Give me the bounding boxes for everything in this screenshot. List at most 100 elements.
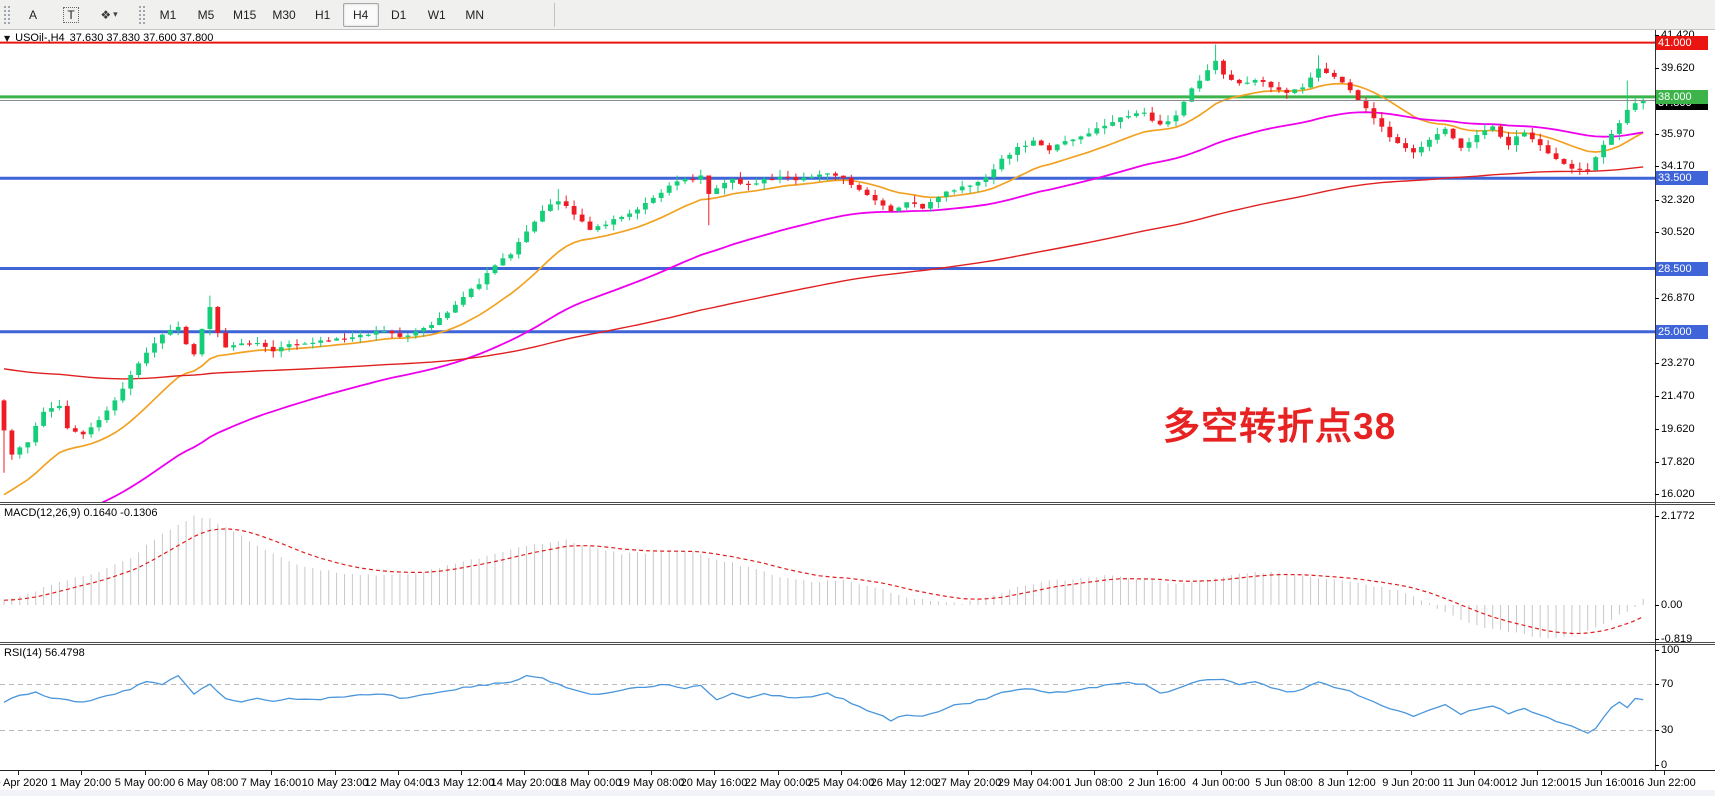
time-axis-label: 9 Jun 20:00 [1382, 777, 1440, 789]
axis-tick-mark [1655, 166, 1659, 167]
timeframe-button-M1[interactable]: M1 [159, 7, 177, 22]
time-tick-mark [1094, 771, 1095, 775]
time-tick-mark [1601, 771, 1602, 775]
time-axis-label: 7 May 16:00 [240, 777, 302, 789]
timeframe-button-H1[interactable]: H1 [315, 7, 331, 22]
time-axis-label: 12 Jun 12:00 [1505, 777, 1569, 789]
time-axis-label: 1 Jun 08:00 [1065, 777, 1123, 789]
price-level-label: 25.000 [1656, 325, 1708, 339]
axis-tick-mark [1655, 650, 1659, 651]
text-label-tool-button[interactable]: T [53, 3, 89, 27]
rsi-chart[interactable] [0, 645, 1655, 770]
time-axis-label: 10 May 23:00 [301, 777, 369, 789]
time-axis-label: 4 Jun 00:00 [1192, 777, 1250, 789]
toolbar-grip-icon[interactable] [138, 4, 145, 25]
rsi-pane[interactable]: RSI(14) 56.4798 [0, 645, 1715, 770]
time-tick-mark [1221, 771, 1222, 775]
time-tick-mark [461, 771, 462, 775]
timeframe-button-W1[interactable]: W1 [427, 7, 446, 22]
time-tick-mark [651, 771, 652, 775]
time-axis-label: 11 Jun 04:00 [1442, 777, 1506, 789]
price-tick-label: 26.870 [1661, 292, 1695, 304]
time-tick-mark [588, 771, 589, 775]
macd-indicator-label: MACD(12,26,9) 0.1640 -0.1306 [4, 507, 158, 519]
time-axis-label: 16 Jun 22:00 [1632, 777, 1696, 789]
price-tick-label: 30 [1661, 724, 1674, 736]
time-axis-label: 5 Jun 08:00 [1255, 777, 1313, 789]
axis-tick-mark [1655, 363, 1659, 364]
status-strip [0, 790, 1715, 796]
timeframe-button-H4[interactable]: H4 [342, 2, 379, 27]
price-axis-line [1655, 30, 1656, 770]
chart-text-annotation[interactable]: 多空转折点38 [1163, 406, 1397, 447]
candlestick-chart[interactable] [0, 30, 1655, 502]
symbol-period-label: USOil-,H4 [15, 32, 65, 44]
time-tick-mark [398, 771, 399, 775]
axis-tick-mark [1655, 232, 1659, 233]
time-axis-label: 6 May 08:00 [177, 777, 239, 789]
time-tick-mark [778, 771, 779, 775]
shapes-tool-button[interactable]: ❖ ▾ [91, 3, 127, 27]
time-axis-label: 12 May 04:00 [364, 777, 432, 789]
time-axis-label: 13 May 12:00 [427, 777, 495, 789]
price-tick-label: 23.270 [1661, 357, 1695, 369]
rsi-name: RSI(14) [4, 647, 42, 659]
price-tick-label: 16.020 [1661, 488, 1695, 500]
axis-tick-mark [1655, 200, 1659, 201]
price-tick-label: 34.170 [1661, 160, 1695, 172]
toolbar: A T ❖ ▾ M1 M5 M15 M30 H1 H4 D1 W1 MN [0, 0, 1715, 30]
time-axis-label: 29 May 04:00 [997, 777, 1065, 789]
axis-tick-mark [1655, 462, 1659, 463]
time-axis-label: 30 Apr 2020 [0, 777, 48, 789]
toolbar-grip-icon[interactable] [3, 4, 10, 25]
pane-separator[interactable] [0, 502, 1715, 505]
time-tick-mark [714, 771, 715, 775]
price-level-label: 38.000 [1656, 90, 1708, 104]
axis-tick-mark [1655, 35, 1659, 36]
axis-tick-mark [1655, 68, 1659, 69]
timeframe-button-M30[interactable]: M30 [272, 7, 296, 22]
price-tick-label: 39.620 [1661, 62, 1695, 74]
time-axis-label: 15 Jun 16:00 [1569, 777, 1633, 789]
time-tick-mark [271, 771, 272, 775]
axis-tick-mark [1655, 516, 1659, 517]
axis-tick-mark [1655, 605, 1659, 606]
axis-tick-mark [1655, 684, 1659, 685]
price-tick-label: 19.620 [1661, 423, 1695, 435]
time-tick-mark [335, 771, 336, 775]
time-tick-mark [18, 771, 19, 775]
macd-pane[interactable]: MACD(12,26,9) 0.1640 -0.1306 [0, 505, 1715, 642]
time-axis-label: 25 May 04:00 [807, 777, 875, 789]
price-level-label: 28.500 [1656, 262, 1708, 276]
time-tick-mark [1157, 771, 1158, 775]
shapes-icon: ❖ [100, 7, 112, 22]
time-tick-mark [841, 771, 842, 775]
timeframe-button-MN[interactable]: MN [465, 7, 485, 22]
pane-separator[interactable] [0, 642, 1715, 645]
price-pane[interactable]: ▼ USOil-,H4 37.630 37.830 37.600 37.800 … [0, 30, 1715, 502]
rsi-indicator-label: RSI(14) 56.4798 [4, 647, 85, 659]
price-tick-label: 0.00 [1661, 599, 1683, 611]
time-axis-label: 8 Jun 12:00 [1318, 777, 1376, 789]
font-tool-button[interactable]: A [28, 7, 37, 22]
macd-chart[interactable] [0, 505, 1655, 642]
rsi-value: 56.4798 [44, 647, 85, 659]
symbol-dropdown-icon[interactable]: ▼ [4, 33, 11, 43]
time-tick-mark [524, 771, 525, 775]
price-tick-label: 17.820 [1661, 456, 1695, 468]
timeframe-button-M15[interactable]: M15 [233, 7, 257, 22]
chevron-down-icon[interactable]: ▾ [113, 9, 118, 20]
toolbar-separator [553, 2, 555, 27]
timeframe-button-M5[interactable]: M5 [197, 7, 215, 22]
time-tick-mark [1474, 771, 1475, 775]
time-tick-mark [145, 771, 146, 775]
time-tick-mark [904, 771, 905, 775]
timeframe-button-D1[interactable]: D1 [391, 7, 407, 22]
time-axis-label: 19 May 08:00 [617, 777, 685, 789]
macd-values: 0.1640 -0.1306 [83, 507, 158, 519]
price-tick-label: 100 [1661, 644, 1680, 656]
time-axis-label: 22 May 00:00 [744, 777, 812, 789]
price-tick-label: 70 [1661, 678, 1674, 690]
time-tick-mark [1664, 771, 1665, 775]
time-tick-mark [1031, 771, 1032, 775]
